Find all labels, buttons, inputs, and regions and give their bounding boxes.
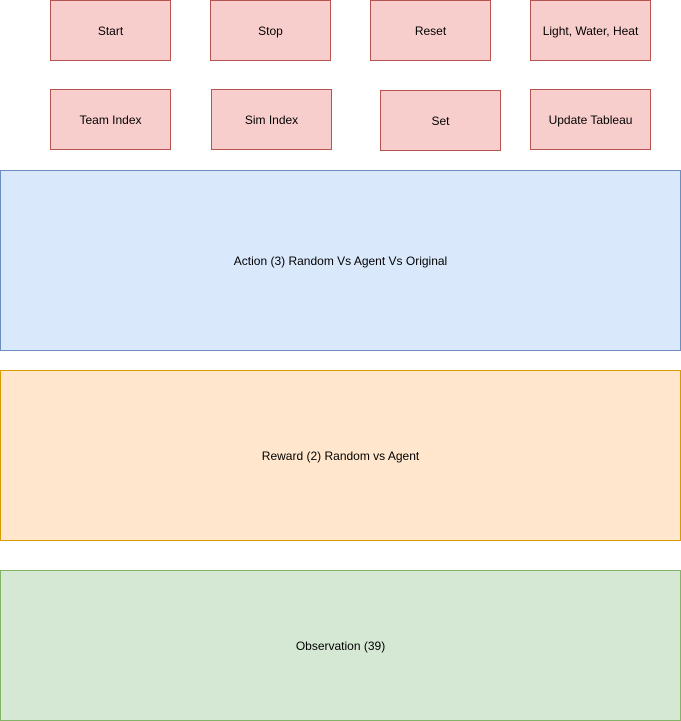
reset-button[interactable]: Reset [370, 0, 491, 61]
update-tableau-button-label: Update Tableau [548, 112, 633, 127]
update-tableau-button[interactable]: Update Tableau [530, 89, 651, 150]
sim-index-button-label: Sim Index [244, 112, 299, 127]
action-panel: Action (3) Random Vs Agent Vs Original [0, 170, 681, 351]
set-button-label: Set [431, 113, 450, 128]
team-index-button[interactable]: Team Index [50, 89, 171, 150]
observation-panel: Observation (39) [0, 570, 681, 721]
set-button[interactable]: Set [380, 90, 501, 151]
observation-panel-label: Observation (39) [295, 638, 386, 653]
reward-panel-label: Reward (2) Random vs Agent [261, 448, 420, 463]
team-index-button-label: Team Index [79, 112, 142, 127]
stop-button-label: Stop [258, 23, 283, 38]
light-water-heat-button[interactable]: Light, Water, Heat [530, 0, 651, 61]
sim-index-button[interactable]: Sim Index [211, 89, 332, 150]
action-panel-label: Action (3) Random Vs Agent Vs Original [233, 253, 448, 268]
start-button-label: Start [97, 23, 124, 38]
reset-button-label: Reset [414, 23, 447, 38]
start-button[interactable]: Start [50, 0, 171, 61]
stop-button[interactable]: Stop [210, 0, 331, 61]
reward-panel: Reward (2) Random vs Agent [0, 370, 681, 541]
light-water-heat-button-label: Light, Water, Heat [542, 23, 639, 38]
